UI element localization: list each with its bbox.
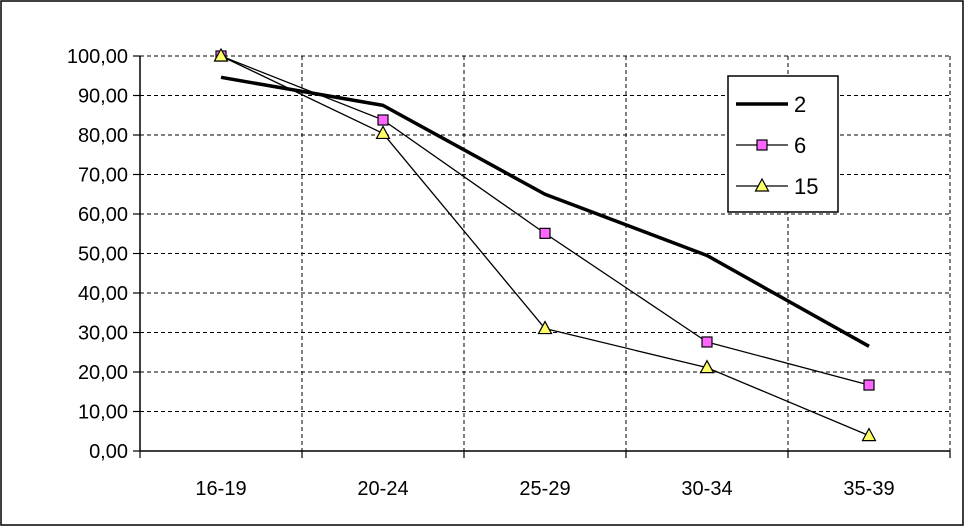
x-tick-label: 30-34 — [681, 478, 732, 500]
data-point-6 — [863, 379, 875, 391]
legend-marker-6 — [756, 139, 768, 151]
y-tick-label: 50,00 — [78, 244, 128, 266]
y-tick-label: 100,00 — [67, 46, 128, 68]
x-tick-label: 25-29 — [519, 478, 570, 500]
data-point-6 — [377, 114, 389, 126]
data-point-6 — [539, 227, 551, 239]
y-tick-label: 40,00 — [78, 283, 128, 305]
series-markers — [213, 47, 877, 442]
y-tick-label: 10,00 — [78, 402, 128, 424]
data-point-15 — [537, 320, 553, 335]
axes: 0,00 10,00 20,00 30,00 40,00 50,00 60,00 70,00 8… — [67, 46, 951, 500]
data-point-15 — [213, 47, 229, 62]
x-tick-label: 16-19 — [195, 478, 246, 500]
legend-label-6: 6 — [794, 133, 806, 158]
data-point-15 — [375, 125, 391, 140]
legend-label-2: 2 — [794, 92, 806, 117]
x-tick-label: 35-39 — [843, 478, 894, 500]
data-point-15 — [699, 359, 715, 374]
y-tick-label: 30,00 — [78, 323, 128, 345]
y-tick-label: 70,00 — [78, 165, 128, 187]
legend-marker-15 — [754, 177, 770, 192]
y-tick-label: 0,00 — [89, 441, 128, 463]
data-point-6 — [701, 336, 713, 348]
data-point-15 — [861, 427, 877, 442]
y-tick-label: 60,00 — [78, 204, 128, 226]
series-line-2 — [220, 75, 870, 348]
y-tick-label: 20,00 — [78, 362, 128, 384]
y-tick-label: 90,00 — [78, 86, 128, 108]
y-tick-label: 80,00 — [78, 125, 128, 147]
legend-label-15: 15 — [794, 174, 818, 199]
legend-box — [727, 75, 839, 213]
x-tick-label: 20-24 — [357, 478, 408, 500]
legend: 2 6 15 — [727, 75, 839, 213]
